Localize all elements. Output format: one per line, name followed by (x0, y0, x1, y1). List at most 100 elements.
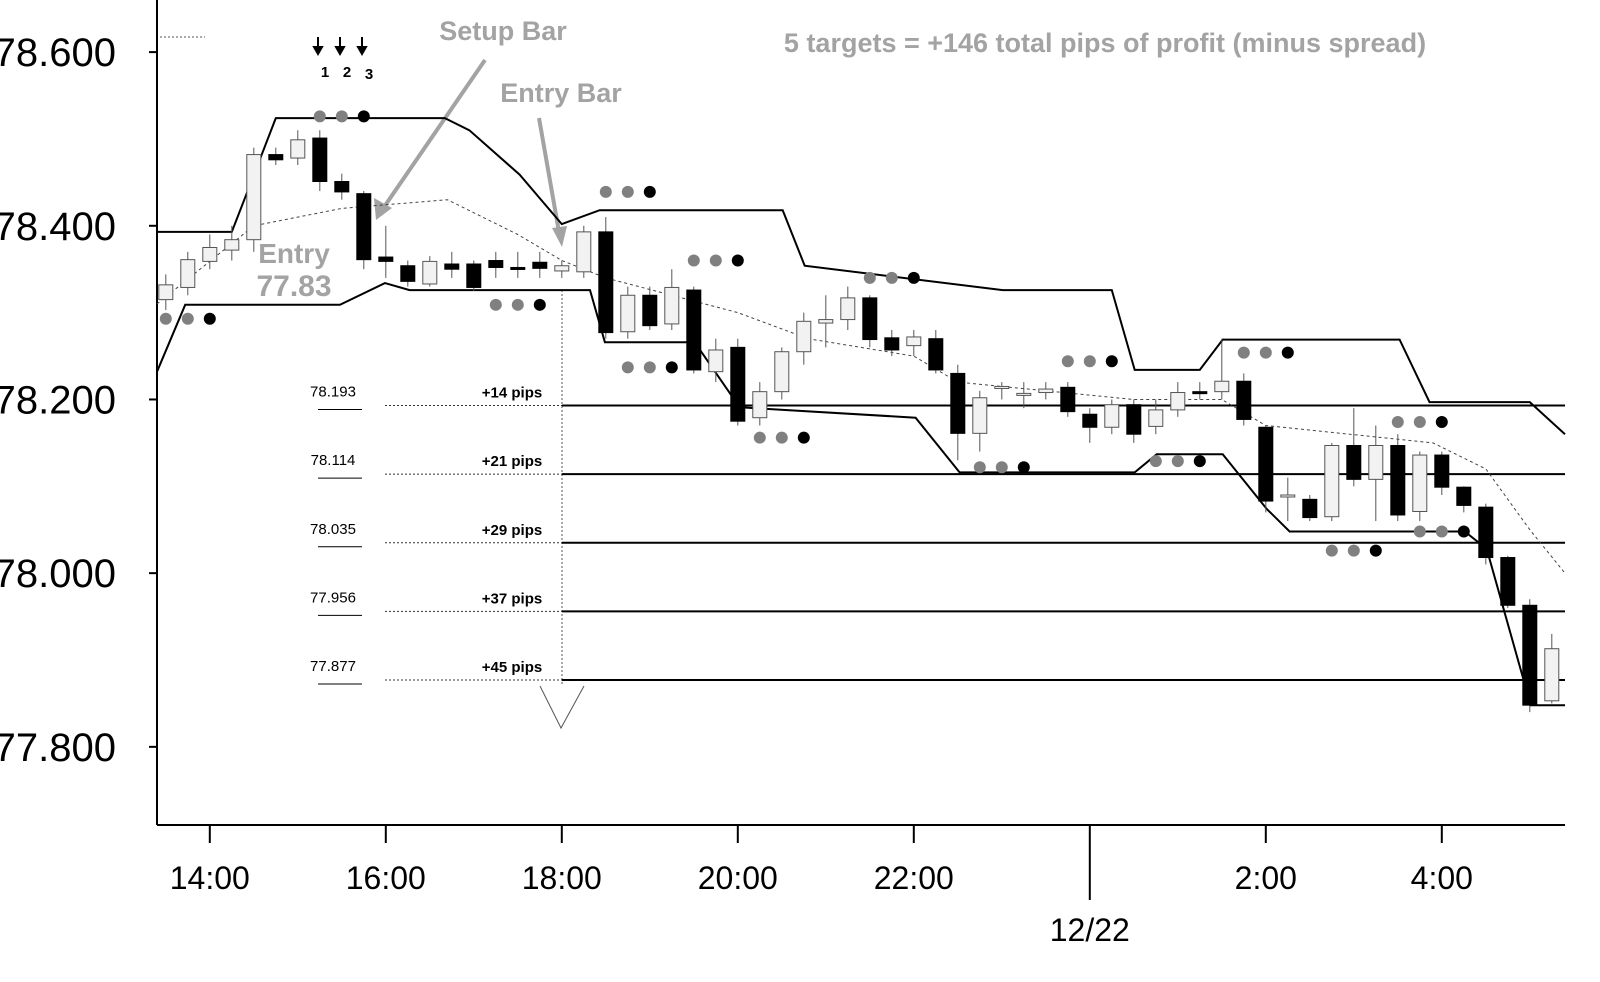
candle-body (400, 265, 416, 282)
signal-dot (1457, 525, 1470, 538)
candle-body (1544, 648, 1560, 702)
candle-body (840, 297, 856, 321)
signal-dot (1061, 355, 1074, 368)
y-tick-label: 78.400 (0, 205, 116, 249)
candle-body (532, 261, 548, 269)
lower-band (156, 282, 1565, 707)
y-tick-label: 77.800 (0, 726, 116, 770)
target-price: 78.114 (311, 452, 356, 469)
candle-body (290, 139, 306, 159)
candle-body (1434, 454, 1450, 488)
signal-dot (643, 185, 656, 198)
candle-body (620, 294, 636, 333)
signal-dot (1435, 525, 1448, 538)
signal-dot (709, 254, 722, 267)
signal-dot (1171, 455, 1184, 468)
candle-body (708, 349, 724, 373)
entry-marker (539, 685, 585, 730)
bar-number: 2 (343, 64, 351, 81)
candle-body (180, 259, 196, 288)
entry-label: Entry (258, 238, 330, 269)
signal-dot (687, 254, 700, 267)
candle-body (1412, 454, 1428, 513)
signal-dot (1325, 544, 1338, 557)
candle-body (994, 385, 1010, 389)
candle-body (642, 294, 658, 327)
signal-dot (797, 431, 810, 444)
bar-number: 1 (321, 64, 329, 81)
candle-body (334, 181, 350, 193)
candle-body (268, 154, 284, 161)
x-tick-label: 14:00 (170, 860, 250, 896)
candle-body (686, 289, 702, 371)
target-pips: +29 pips (482, 522, 542, 539)
target-price: 78.193 (310, 384, 356, 401)
signal-dot (511, 298, 524, 311)
date-label: 12/22 (1050, 912, 1130, 948)
signal-dot (1413, 416, 1426, 429)
candle-body (1104, 404, 1120, 428)
signal-dot (335, 110, 348, 123)
target-price: 77.877 (310, 658, 356, 675)
candle-body (928, 338, 944, 371)
target-pips: +45 pips (482, 659, 542, 676)
candle-body (378, 256, 394, 262)
bar-number: 3 (365, 66, 373, 83)
signal-dot (159, 312, 172, 325)
candle-body (972, 397, 988, 434)
signal-dot (885, 271, 898, 284)
upper-band (157, 117, 1566, 435)
annotations: 5 targets = +146 total pips of profit (m… (256, 16, 1426, 730)
candle-body (774, 351, 790, 393)
signal-dot (1369, 544, 1382, 557)
x-tick-label: 16:00 (346, 860, 426, 896)
candle-body (224, 239, 240, 251)
candle-body (818, 319, 834, 324)
candle-body (1038, 388, 1054, 394)
signal-dot (731, 254, 744, 267)
candle-body (862, 297, 878, 341)
entry-bar-label: Entry Bar (500, 78, 622, 108)
signal-dot (1193, 455, 1206, 468)
candle-body (1368, 445, 1384, 480)
signal-dot (1017, 461, 1030, 474)
target-price: 77.956 (310, 589, 356, 606)
x-tick-label: 2:00 (1235, 860, 1297, 896)
target-pips: +14 pips (482, 385, 542, 402)
candle-body (1456, 486, 1472, 506)
signal-dot (907, 271, 920, 284)
candle-body (202, 247, 218, 262)
candle-body (488, 260, 504, 268)
signal-dot (643, 361, 656, 374)
signal-dot (863, 271, 876, 284)
candle-body (444, 263, 460, 270)
signal-dot (1435, 416, 1448, 429)
entry-price: 77.83 (256, 270, 331, 303)
candle-body (598, 231, 614, 334)
x-tick-label: 22:00 (874, 860, 954, 896)
candle-body (752, 391, 768, 419)
signal-dot (1281, 346, 1294, 359)
y-tick-label: 78.000 (0, 552, 116, 596)
candle-body (510, 266, 526, 270)
signal-dot (313, 110, 326, 123)
candle-body (1060, 386, 1076, 413)
signal-dot (599, 185, 612, 198)
y-tick-label: 78.600 (0, 31, 116, 75)
candle-body (1302, 498, 1318, 519)
signal-dot (1391, 416, 1404, 429)
candle-body (1082, 413, 1098, 428)
target-price: 78.035 (310, 521, 356, 538)
x-tick-label: 20:00 (698, 860, 778, 896)
candle-body (1192, 391, 1208, 395)
candle-body (466, 263, 482, 288)
candle-body (950, 372, 966, 434)
signal-dot (775, 431, 788, 444)
candle-body (1258, 426, 1274, 502)
signal-dot (181, 312, 194, 325)
signal-dot (203, 312, 216, 325)
candle-body (1148, 409, 1164, 427)
candle-body (158, 284, 174, 301)
candle-body (1390, 445, 1406, 516)
